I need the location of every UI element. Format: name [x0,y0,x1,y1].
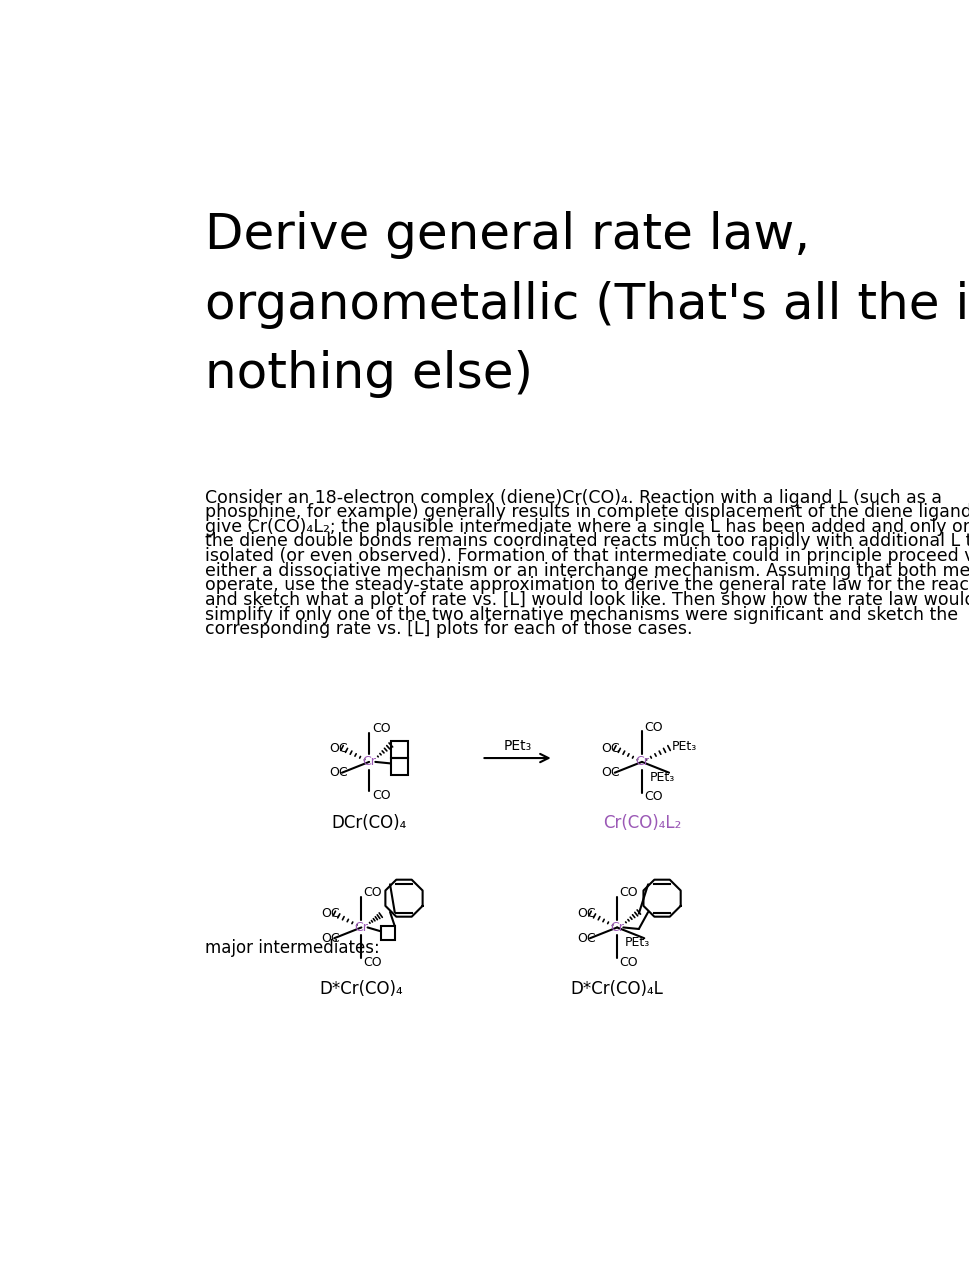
Text: operate, use the steady-state approximation to derive the general rate law for t: operate, use the steady-state approximat… [204,576,969,594]
Text: PEt₃: PEt₃ [625,937,650,950]
Text: Cr(CO)₄L₂: Cr(CO)₄L₂ [603,814,681,832]
Text: major intermediates:: major intermediates: [204,940,380,957]
Text: Cr: Cr [610,920,624,934]
Text: PEt₃: PEt₃ [672,740,697,753]
Text: nothing else): nothing else) [204,349,533,398]
Text: either a dissociative mechanism or an interchange mechanism. Assuming that both : either a dissociative mechanism or an in… [204,562,969,580]
Text: give Cr(CO)₄L₂; the plausible intermediate where a single L has been added and o: give Cr(CO)₄L₂; the plausible intermedia… [204,518,969,536]
Text: Cr: Cr [362,755,376,768]
Text: OC: OC [321,908,340,920]
Text: OC: OC [577,908,595,920]
Text: simplify if only one of the two alternative mechanisms were significant and sket: simplify if only one of the two alternat… [204,605,958,623]
Text: corresponding rate vs. [L] plots for each of those cases.: corresponding rate vs. [L] plots for eac… [204,621,692,639]
Text: the diene double bonds remains coordinated reacts much too rapidly with addition: the diene double bonds remains coordinat… [204,532,969,550]
Text: OC: OC [328,741,348,754]
Text: Derive general rate law,: Derive general rate law, [204,211,810,260]
Text: Cr: Cr [635,755,649,768]
Text: OC: OC [602,767,620,780]
Text: OC: OC [321,932,340,945]
Text: and sketch what a plot of rate vs. [L] would look like. Then show how the rate l: and sketch what a plot of rate vs. [L] w… [204,591,969,609]
Text: OC: OC [577,932,595,945]
Text: isolated (or even observed). Formation of that intermediate could in principle p: isolated (or even observed). Formation o… [204,547,969,564]
Text: Consider an 18-electron complex (diene)Cr(CO)₄. Reaction with a ligand L (such a: Consider an 18-electron complex (diene)C… [204,489,942,507]
Text: CO: CO [363,886,383,900]
Text: organometallic (That's all the info,: organometallic (That's all the info, [204,280,969,329]
Text: DCr(CO)₄: DCr(CO)₄ [331,814,407,832]
Text: PEt₃: PEt₃ [649,771,675,783]
Text: D*Cr(CO)₄L: D*Cr(CO)₄L [571,979,664,998]
Text: CO: CO [372,788,391,801]
Text: PEt₃: PEt₃ [504,739,532,753]
Text: CO: CO [619,956,638,969]
Text: OC: OC [602,741,620,754]
Text: CO: CO [372,722,391,735]
Text: phosphine, for example) generally results in complete displacement of the diene : phosphine, for example) generally result… [204,503,969,521]
Text: CO: CO [619,886,638,900]
Text: CO: CO [363,956,383,969]
Text: OC: OC [328,767,348,780]
Text: CO: CO [644,790,663,803]
Text: Cr: Cr [355,920,368,934]
Text: D*Cr(CO)₄: D*Cr(CO)₄ [320,979,403,998]
Text: CO: CO [644,721,663,733]
